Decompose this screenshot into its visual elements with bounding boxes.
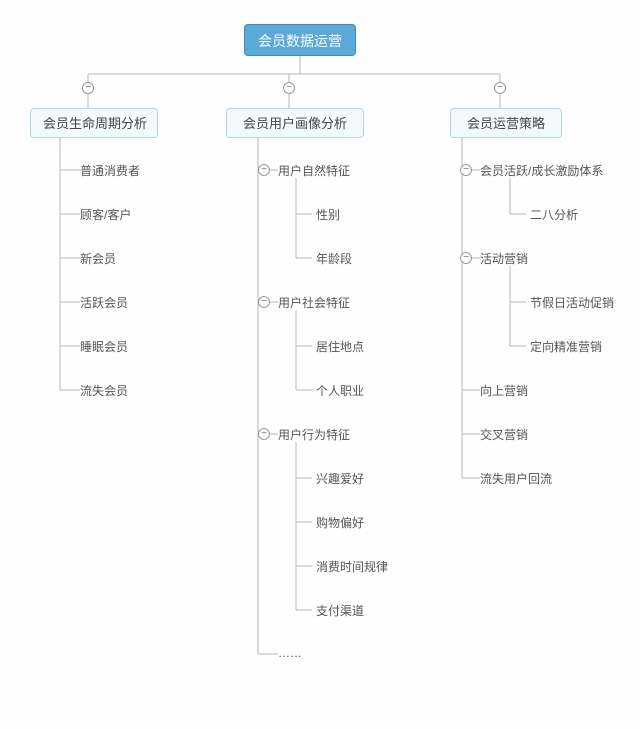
subleaf-node: 二八分析 <box>530 206 578 223</box>
leaf-node: 普通消费者 <box>80 162 140 179</box>
subleaf-node: 节假日活动促销 <box>530 294 614 311</box>
leaf-node: 流失会员 <box>80 382 128 399</box>
subleaf-node: 个人职业 <box>316 382 364 399</box>
subleaf-node: 性别 <box>316 206 340 223</box>
branch-node: 会员生命周期分析 <box>30 108 158 138</box>
leaf-node: 顾客/客户 <box>80 206 131 223</box>
leaf-node: 交叉营销 <box>480 426 528 443</box>
leaf-node: 用户行为特征 <box>278 426 350 443</box>
root-node: 会员数据运营 <box>244 24 356 56</box>
collapse-toggle[interactable]: − <box>258 428 270 440</box>
leaf-node: …… <box>278 646 302 660</box>
subleaf-node: 支付渠道 <box>316 602 364 619</box>
branch-node: 会员运营策略 <box>450 108 562 138</box>
collapse-toggle[interactable]: − <box>258 296 270 308</box>
subleaf-node: 年龄段 <box>316 250 352 267</box>
collapse-toggle[interactable]: − <box>460 252 472 264</box>
collapse-toggle[interactable]: − <box>494 82 506 94</box>
subleaf-node: 兴趣爱好 <box>316 470 364 487</box>
collapse-toggle[interactable]: − <box>82 82 94 94</box>
leaf-node: 用户社会特征 <box>278 294 350 311</box>
branch-node: 会员用户画像分析 <box>226 108 364 138</box>
leaf-node: 流失用户回流 <box>480 470 552 487</box>
leaf-node: 活动营销 <box>480 250 528 267</box>
subleaf-node: 购物偏好 <box>316 514 364 531</box>
subleaf-node: 定向精准营销 <box>530 338 602 355</box>
subleaf-node: 消费时间规律 <box>316 558 388 575</box>
leaf-node: 会员活跃/成长激励体系 <box>480 162 603 179</box>
collapse-toggle[interactable]: − <box>258 164 270 176</box>
leaf-node: 活跃会员 <box>80 294 128 311</box>
leaf-node: 向上营销 <box>480 382 528 399</box>
subleaf-node: 居住地点 <box>316 338 364 355</box>
collapse-toggle[interactable]: − <box>460 164 472 176</box>
leaf-node: 新会员 <box>80 250 116 267</box>
leaf-node: 用户自然特征 <box>278 162 350 179</box>
leaf-node: 睡眠会员 <box>80 338 128 355</box>
collapse-toggle[interactable]: − <box>283 82 295 94</box>
